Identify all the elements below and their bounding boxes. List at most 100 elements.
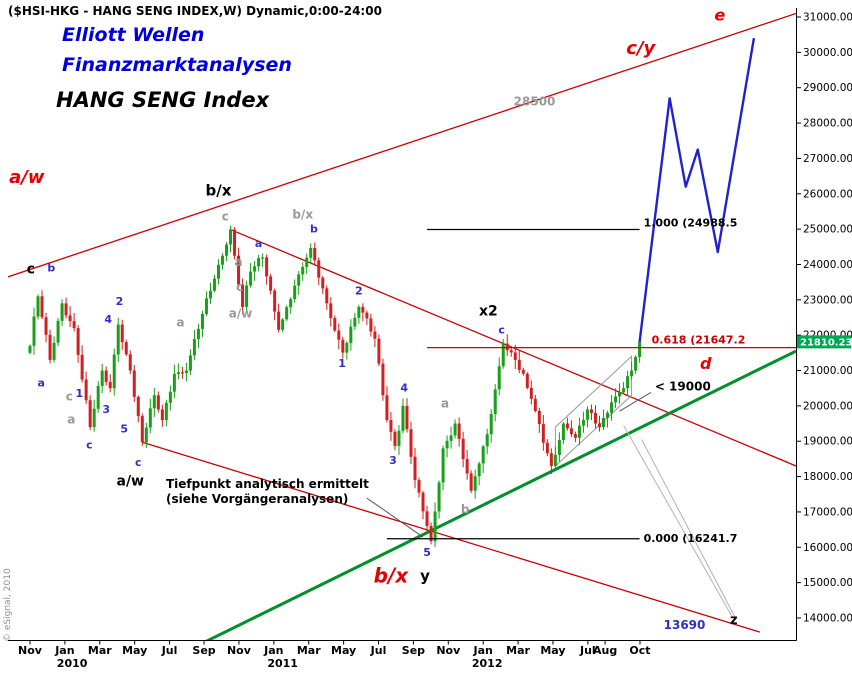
candle-body — [160, 409, 164, 421]
x-axis-month-label: Jan — [473, 644, 493, 657]
x-axis-month-label: Oct — [629, 644, 650, 657]
wave-label-z-40: z — [730, 613, 738, 628]
candle-body — [413, 456, 417, 481]
candle-body — [325, 288, 329, 304]
y-axis-label: 28000.00 — [803, 118, 852, 130]
candle-body — [626, 376, 630, 389]
wave-label-13690-39: 13690 — [664, 618, 706, 632]
wave-label-5-27: 5 — [423, 546, 431, 559]
x-axis-month-label: Jan — [263, 644, 283, 657]
candle-body — [473, 476, 477, 491]
upper-red-channel-trendline — [8, 12, 796, 278]
candle-body — [577, 425, 581, 438]
candles-group — [28, 225, 642, 548]
y-axis-label: 31000.00 — [803, 12, 852, 24]
candle-body — [132, 370, 136, 397]
wave-label-e-37: e — [714, 6, 725, 25]
candle-body — [453, 423, 457, 436]
fib-label: 0.000 (16241.7 — [644, 532, 738, 545]
candle-body — [265, 257, 269, 277]
y-axis-label: 24000.00 — [803, 259, 852, 271]
candle-body — [433, 511, 437, 542]
candle-body — [597, 423, 601, 428]
candle-body — [208, 290, 212, 299]
candle-body — [469, 473, 473, 491]
plot-area — [8, 12, 796, 640]
candle-body — [381, 363, 385, 396]
candle-body — [281, 319, 285, 330]
below-19000-pointer — [619, 392, 652, 412]
candle-body — [321, 277, 325, 289]
x-axis-month-label: Mar — [506, 644, 530, 657]
candle-body — [88, 400, 92, 428]
candle-body — [369, 318, 373, 332]
wave-label-b-2: b — [47, 262, 55, 275]
candle-body — [116, 324, 120, 355]
y-axis-label: 15000.00 — [803, 577, 852, 589]
candle-body — [184, 370, 188, 373]
candle-body — [634, 356, 638, 371]
last-price-tag — [797, 335, 851, 349]
wave-label-b-31: b — [461, 503, 470, 517]
wave-label-4-7: 4 — [104, 313, 112, 326]
note-line-1: Tiefpunkt analytisch ermittelt — [166, 477, 369, 491]
wave-label-c-11: c — [66, 390, 73, 404]
candle-body — [124, 342, 128, 355]
candle-body — [489, 414, 493, 435]
wave-label-bx-21: b/x — [292, 208, 313, 222]
candle-body — [60, 303, 64, 321]
x-axis-month-label: Aug — [593, 644, 617, 657]
wave-label-c-18: c — [236, 280, 243, 294]
candle-body — [606, 412, 610, 418]
z-target-line-2 — [641, 439, 737, 619]
wave-label-c-1: c — [27, 261, 35, 277]
x-axis-month-label: Nov — [227, 644, 252, 657]
candle-body — [545, 442, 549, 454]
candle-body — [365, 312, 369, 319]
candle-body — [593, 412, 597, 424]
candle-body — [529, 387, 533, 399]
x-axis-month-label: Jul — [579, 644, 596, 657]
candle-body — [409, 429, 413, 457]
candle-body — [237, 255, 241, 285]
candle-body — [425, 511, 429, 527]
candle-body — [221, 255, 225, 265]
candle-body — [553, 454, 557, 466]
candle-body — [257, 258, 261, 267]
candle-body — [261, 257, 265, 259]
candle-body — [618, 392, 622, 397]
candle-body — [517, 359, 521, 370]
wave-label-2-24: 2 — [355, 285, 363, 298]
candle-body — [385, 395, 389, 421]
wave-label-3-6: 3 — [102, 403, 110, 416]
candle-body — [349, 326, 353, 343]
wave-label-c-16: c — [222, 209, 229, 223]
candle-body — [28, 345, 32, 353]
tiefpunkt-pointer — [366, 497, 424, 538]
candle-body — [441, 448, 445, 483]
fib-label: 0.618 (21647.2 — [652, 334, 746, 347]
x-axis-month-label: Mar — [297, 644, 321, 657]
x-axis-year-label: 2011 — [267, 657, 298, 670]
wave-label-1-4: 1 — [76, 387, 84, 400]
wave-label-a-17: a — [234, 255, 242, 269]
y-axis-label: 25000.00 — [803, 224, 852, 236]
candle-body — [44, 317, 48, 335]
candle-body — [148, 408, 152, 428]
candle-body — [188, 355, 192, 371]
chart-title: ($HSI-HKG - HANG SENG INDEX,W) Dynamic,0… — [8, 4, 382, 18]
candle-body — [156, 395, 160, 410]
candle-body — [144, 427, 148, 443]
candle-body — [525, 373, 529, 388]
candle-body — [136, 396, 140, 417]
candle-body — [557, 440, 561, 455]
wave-label-a-20: a — [255, 237, 262, 250]
x-axis-month-label: Sep — [192, 644, 215, 657]
y-axis-label: 21000.00 — [803, 365, 852, 377]
candle-body — [249, 271, 253, 286]
x-axis-month-label: Jul — [370, 644, 387, 657]
candle-body — [509, 350, 513, 353]
candle-body — [445, 440, 449, 449]
candle-body — [245, 285, 249, 307]
